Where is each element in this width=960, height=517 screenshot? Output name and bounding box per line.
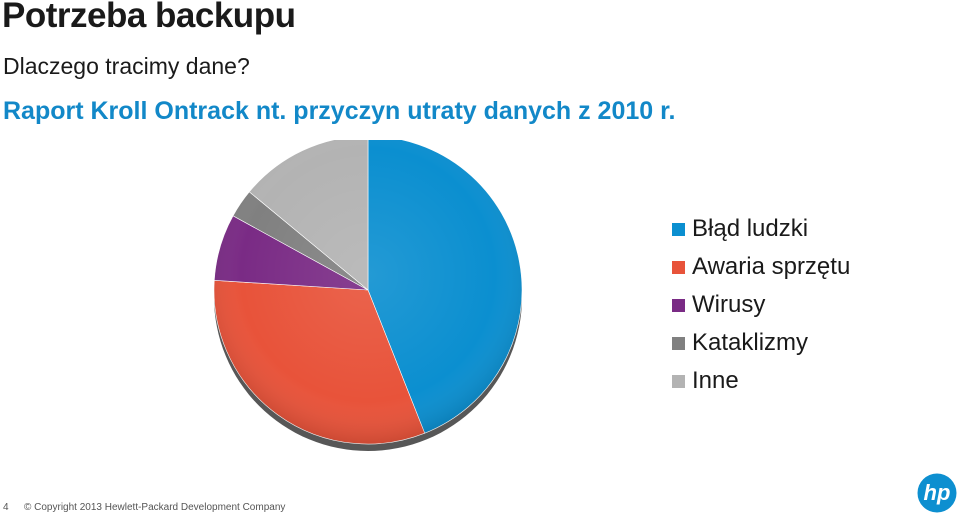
legend-label: Awaria sprzętu bbox=[692, 253, 851, 280]
pie-chart bbox=[200, 135, 540, 470]
chart-title: Raport Kroll Ontrack nt. przyczyn utraty… bbox=[3, 97, 676, 125]
legend-item: Kataklizmy bbox=[672, 324, 850, 362]
copyright-text: © Copyright 2013 Hewlett-Packard Develop… bbox=[24, 502, 286, 513]
footer: 4 © Copyright 2013 Hewlett-Packard Devel… bbox=[0, 502, 600, 517]
slide-title: Potrzeba backupu bbox=[2, 0, 296, 35]
pie-chart-svg bbox=[213, 135, 523, 451]
hp-logo-text: hp bbox=[924, 480, 951, 505]
hp-logo-icon: hp bbox=[917, 473, 957, 513]
hp-logo-circle bbox=[917, 473, 957, 513]
chart-legend: Błąd ludzki Awaria sprzętu Wirusy Katakl… bbox=[672, 210, 850, 400]
legend-item: Awaria sprzętu bbox=[672, 248, 850, 286]
legend-label: Błąd ludzki bbox=[692, 215, 809, 242]
page-number: 4 bbox=[3, 502, 9, 513]
legend-label: Wirusy bbox=[692, 291, 766, 318]
legend-item: Błąd ludzki bbox=[672, 210, 850, 248]
legend-swatch bbox=[672, 374, 685, 388]
legend-label: Inne bbox=[692, 367, 739, 394]
legend-swatch bbox=[672, 298, 685, 312]
pie-gloss bbox=[214, 136, 522, 444]
slide-subtitle: Dlaczego tracimy dane? bbox=[3, 53, 250, 79]
legend-label: Kataklizmy bbox=[692, 329, 809, 356]
legend-swatch bbox=[672, 260, 685, 274]
legend-item: Wirusy bbox=[672, 286, 850, 324]
legend-item: Inne bbox=[672, 362, 850, 400]
legend-swatch bbox=[672, 222, 685, 236]
legend-swatch bbox=[672, 336, 685, 350]
